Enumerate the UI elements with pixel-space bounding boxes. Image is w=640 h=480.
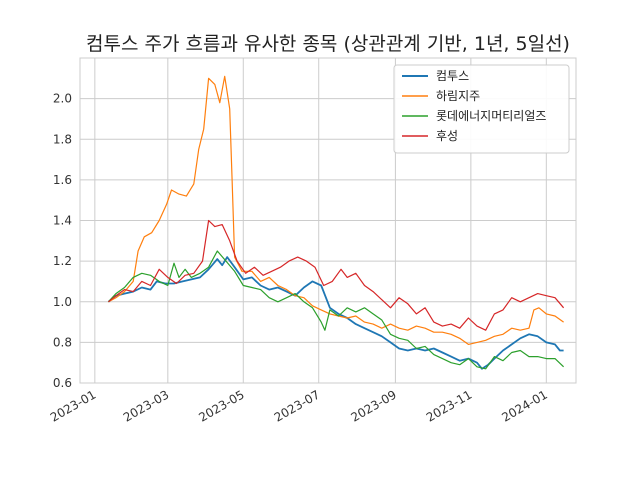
legend-label: 롯데에너지머티리얼즈	[436, 109, 546, 123]
x-tick-label: 2023-11	[424, 387, 474, 424]
series-line-1	[107, 256, 564, 370]
x-tick-label: 2023-07	[272, 387, 322, 424]
y-tick-label: 1.0	[53, 295, 72, 309]
series-lines	[107, 75, 565, 370]
plot-frame	[79, 57, 577, 384]
legend-label: 하림지주	[436, 89, 480, 103]
y-axis-ticks: 0.6 0.8 1.0 1.2 1.4 1.6 1.8 2.0	[53, 92, 72, 390]
x-tick-label: 2023-05	[196, 387, 246, 424]
legend-label: 컴투스	[436, 69, 469, 83]
y-tick-label: 0.8	[53, 335, 72, 349]
series-line-3	[107, 250, 565, 370]
y-tick-label: 1.4	[53, 214, 72, 228]
x-axis-ticks: 2023-01 2023-03 2023-05 2023-07 2023-09 2023-…	[48, 387, 550, 424]
legend-box	[393, 64, 570, 154]
y-tick-label: 1.8	[53, 132, 72, 146]
x-tick-label: 2024-01	[499, 387, 549, 424]
series-line-2	[108, 75, 564, 345]
series-line-4	[108, 219, 565, 331]
y-tick-label: 1.2	[53, 254, 72, 268]
x-tick-label: 2023-01	[48, 387, 98, 424]
y-tick-label: 0.6	[53, 376, 72, 390]
x-tick-label: 2023-09	[348, 387, 398, 424]
y-tick-label: 1.6	[53, 173, 72, 187]
y-tick-label: 2.0	[53, 92, 72, 106]
chart-title: 컴투스 주가 흐름과 유사한 종목 (상관관계 기반, 1년, 5일선)	[86, 33, 570, 55]
legend-label: 후성	[436, 129, 458, 143]
x-tick-label: 2023-03	[121, 387, 171, 424]
